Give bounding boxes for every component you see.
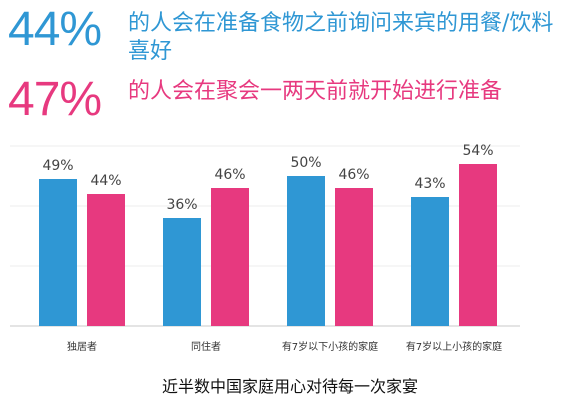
data-label: 36% bbox=[166, 197, 197, 213]
category-label: 有7岁以上小孩的家庭 bbox=[406, 340, 502, 353]
category-label: 同住者 bbox=[191, 340, 221, 353]
data-label: 54% bbox=[462, 143, 493, 159]
bar bbox=[39, 179, 77, 326]
bar bbox=[459, 164, 497, 326]
data-label: 44% bbox=[90, 173, 121, 189]
chart-caption: 近半数中国家庭用心对待每一次家宴 bbox=[161, 377, 418, 396]
bar bbox=[211, 188, 249, 326]
data-label: 46% bbox=[214, 167, 245, 183]
stat-text: 的人会在准备食物之前询问来宾的用餐/饮料喜好 bbox=[128, 11, 554, 64]
bar bbox=[163, 218, 201, 326]
stat-percent: 44% bbox=[8, 3, 102, 56]
category-label: 有7岁以下小孩的家庭 bbox=[282, 340, 378, 353]
bar bbox=[87, 194, 125, 326]
category-label: 独居者 bbox=[67, 340, 97, 353]
data-label: 46% bbox=[338, 167, 369, 183]
data-label: 49% bbox=[42, 158, 73, 174]
data-label: 43% bbox=[414, 176, 445, 192]
stat-percent: 47% bbox=[8, 73, 102, 126]
stat-row-inquire-preferences: 44% 的人会在准备食物之前询问来宾的用餐/饮料喜好 bbox=[8, 6, 568, 66]
bar bbox=[411, 197, 449, 326]
bar bbox=[335, 188, 373, 326]
stat-text: 的人会在聚会一两天前就开始进行准备 bbox=[128, 79, 503, 104]
stat-row-prepare-early: 47% 的人会在聚会一两天前就开始进行准备 bbox=[8, 76, 502, 124]
bar bbox=[287, 176, 325, 326]
data-label: 50% bbox=[290, 155, 321, 171]
